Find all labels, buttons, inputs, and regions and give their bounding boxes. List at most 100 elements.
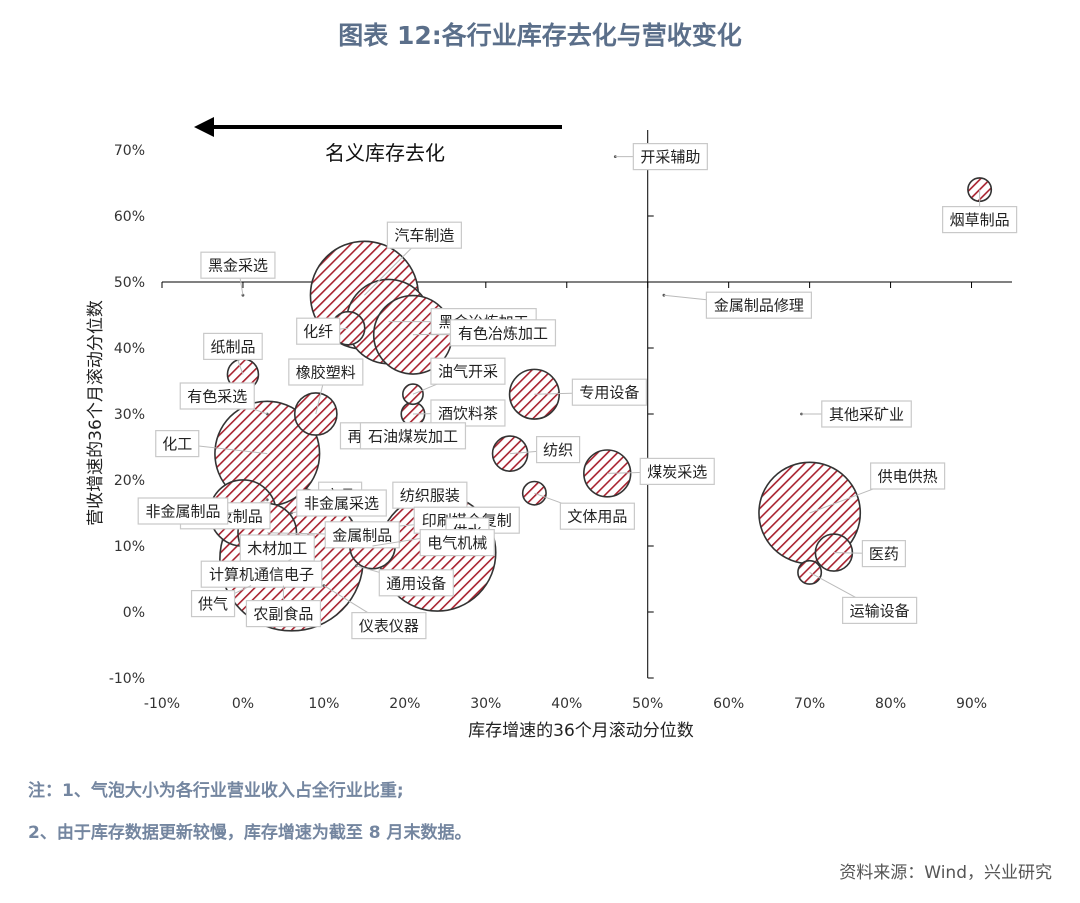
x-tick-label: 70% <box>794 696 825 712</box>
label-box <box>821 400 912 428</box>
label-box <box>288 358 364 386</box>
label-box <box>359 422 467 450</box>
x-tick-label: 90% <box>956 696 987 712</box>
label-box <box>200 560 323 588</box>
note-line-1: 注：1、气泡大小为各行业营业收入占全行业比重; <box>28 781 404 801</box>
point-label: 金属制品 <box>332 526 392 544</box>
bubble <box>613 155 617 159</box>
point-label: 有色采选 <box>187 388 247 406</box>
axes: -10% 0% 10% 20% 30% 40% 50% 60% 70% -10% 0% 10% 20% 3… <box>109 130 1012 712</box>
point-label: 通用设备 <box>386 574 446 592</box>
x-tick-label: 10% <box>308 696 339 712</box>
label-box <box>155 430 200 458</box>
x-tick-label: 40% <box>551 696 582 712</box>
y-tick-label: 50% <box>114 275 145 291</box>
point-label: 油气开采 <box>438 363 498 381</box>
label-box <box>705 291 813 319</box>
label-box <box>571 378 647 406</box>
arrow-annotation: 名义库存去化 <box>194 117 562 165</box>
point-label: 石油煤炭加工 <box>368 427 458 445</box>
y-tick-label: 60% <box>114 209 145 225</box>
y-axis-label: 营收增速的36个月滚动分位数 <box>86 300 106 526</box>
point-label: 煤炭采选 <box>647 463 707 481</box>
label-box <box>296 317 341 345</box>
x-tick-label: 60% <box>713 696 744 712</box>
label-box <box>137 497 229 525</box>
label-box <box>449 319 557 347</box>
point-label: 金属制品修理 <box>714 297 804 315</box>
point-label: 烟草制品 <box>950 211 1010 229</box>
label-box <box>942 206 1018 234</box>
point-label: 酒饮料茶 <box>438 405 498 423</box>
point-label: 非金属采选 <box>304 495 379 513</box>
label-box <box>430 357 506 385</box>
x-tick-label: 50% <box>632 696 663 712</box>
point-label: 橡胶塑料 <box>296 364 356 382</box>
label-box <box>200 251 276 279</box>
label-box <box>639 457 715 485</box>
point-label: 纸制品 <box>210 338 255 356</box>
chart-title: 图表 12:各行业库存去化与营收变化 <box>338 21 742 50</box>
point-label: 运输设备 <box>850 602 910 620</box>
x-tick-label: 20% <box>389 696 420 712</box>
point-label: 黑金采选 <box>208 257 268 275</box>
point-labels: 开采辅助烟草制品黑金采选汽车制造黑金冶炼加工化纤有色冶炼加工金属制品修理纸制品橡… <box>137 143 1018 640</box>
source-text: 资料来源：Wind，兴业研究 <box>839 863 1052 883</box>
label-box <box>632 143 708 171</box>
x-tick-label: 80% <box>875 696 906 712</box>
point-label: 有色冶炼加工 <box>458 324 548 342</box>
point-label: 供电供热 <box>878 468 938 486</box>
point-label: 汽车制造 <box>394 227 454 245</box>
point-label: 木材加工 <box>247 540 307 558</box>
x-tick-label: -10% <box>144 696 180 712</box>
point-label: 文体用品 <box>567 508 627 526</box>
label-box <box>870 462 946 490</box>
note-line-2: 2、由于库存数据更新较慢，库存增速为截至 8 月末数据。 <box>28 823 472 843</box>
point-label: 医药 <box>869 545 899 563</box>
y-tick-label: -10% <box>109 671 145 687</box>
point-label: 化纤 <box>303 323 333 341</box>
y-tick-label: 40% <box>114 341 145 357</box>
point-label: 非金属制品 <box>145 503 220 521</box>
point-label: 化工 <box>162 435 192 453</box>
label-box <box>386 221 462 249</box>
point-label: 其他采矿业 <box>829 406 904 424</box>
y-tick-label: 20% <box>114 473 145 489</box>
label-box <box>430 399 506 427</box>
point-label: 供气 <box>198 595 228 613</box>
label-box <box>392 481 468 509</box>
point-label: 电气机械 <box>427 534 487 552</box>
label-box <box>203 332 263 360</box>
label-box <box>861 539 907 568</box>
label-box <box>179 382 255 410</box>
label-box <box>842 596 918 625</box>
x-tick-label: 0% <box>232 696 254 712</box>
y-tick-label: 30% <box>114 407 145 423</box>
x-tick-label: 30% <box>470 696 501 712</box>
label-box <box>245 599 322 628</box>
y-tick-label: 0% <box>123 605 145 621</box>
x-axis-label: 库存增速的36个月滚动分位数 <box>468 721 694 741</box>
point-label: 专用设备 <box>579 384 639 402</box>
label-box <box>190 589 236 618</box>
label-box <box>239 534 315 562</box>
point-label: 纺织服装 <box>400 487 460 505</box>
arrow-label: 名义库存去化 <box>325 141 445 165</box>
label-box <box>296 489 387 517</box>
y-tick-label: 10% <box>114 539 145 555</box>
point-label: 农副食品 <box>253 605 313 623</box>
point-label: 纺织 <box>543 441 573 459</box>
label-box <box>378 569 454 597</box>
point-label: 计算机通信电子 <box>209 566 314 584</box>
label-box <box>419 528 495 557</box>
label-box <box>559 502 635 530</box>
point-label: 仪表仪器 <box>359 617 419 635</box>
label-box <box>351 611 427 640</box>
point-label: 开采辅助 <box>640 148 700 166</box>
bubble <box>491 435 529 472</box>
arrow-head <box>194 117 214 137</box>
label-box <box>535 436 581 464</box>
bubble <box>241 293 245 297</box>
y-tick-label: 70% <box>114 143 145 159</box>
